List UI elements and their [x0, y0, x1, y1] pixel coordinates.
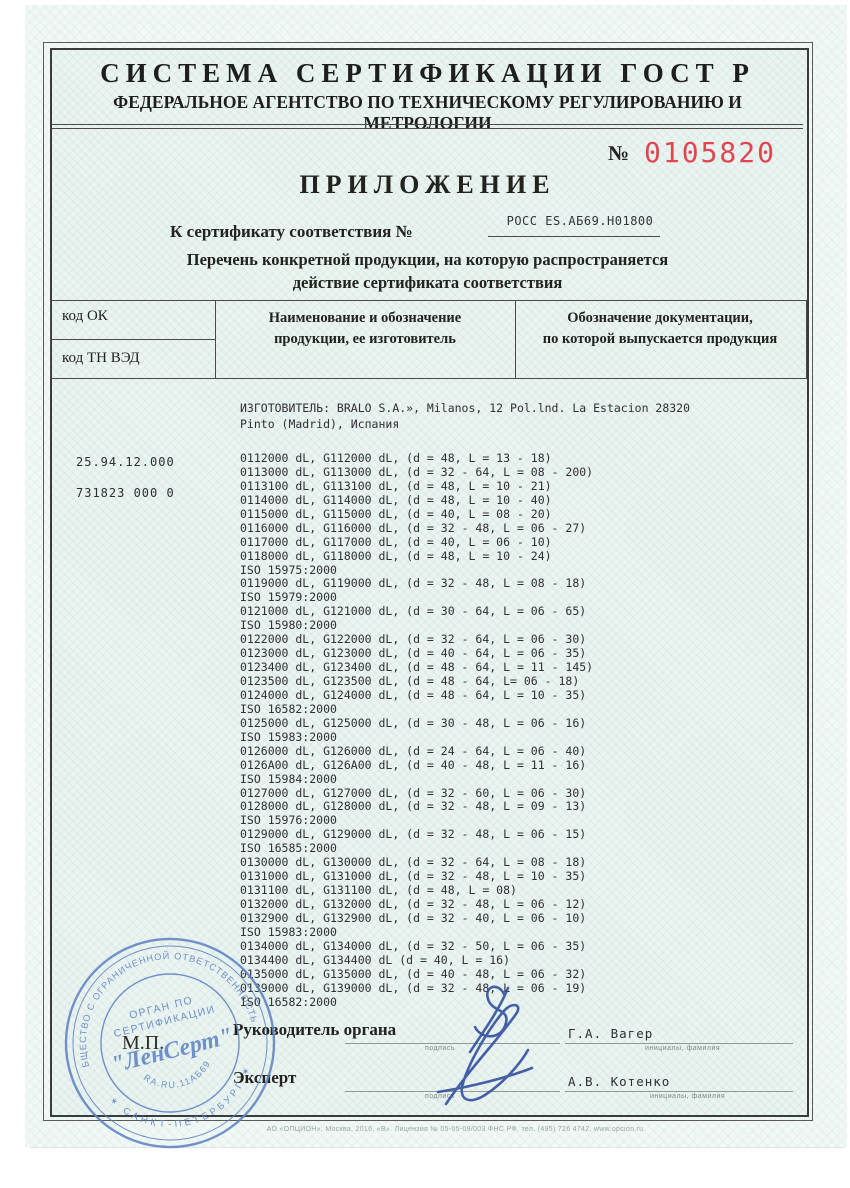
- header-cell-product-name-line1: Наименование и обозначение: [268, 310, 462, 326]
- product-line: 0131000 dL, G131000 dL, (d = 32 - 48, L …: [240, 869, 587, 884]
- product-line: 0134000 dL, G134000 dL, (d = 32 - 50, L …: [240, 938, 587, 953]
- name-caption-1: инициалы, фамилия: [645, 1045, 721, 1052]
- tnved-code-value: 731823 000 0: [76, 486, 175, 500]
- product-line: 0130000 dL, G130000 dL, (d = 32 - 64, L …: [240, 855, 587, 870]
- product-line: ISO 16582:2000: [240, 701, 337, 716]
- product-line: 0132000 dL, G132000 dL, (d = 32 - 48, L …: [240, 897, 587, 911]
- signature-stroke-3: [444, 1003, 530, 1106]
- product-line: 0135000 dL, G135000 dL, (d = 40 - 48, L …: [240, 966, 587, 981]
- product-line: 0134400 dL, G134400 dL (d = 40, L = 16): [240, 952, 511, 967]
- product-line: 0122000 dL, G122000 dL, (d = 32 - 64, L …: [240, 632, 587, 647]
- manufacturer-line1: ИЗГОТОВИТЕЛЬ: BRALO S.A.», Milanos, 12 P…: [240, 401, 691, 415]
- paper-edge-shadow: [30, 1147, 845, 1148]
- product-line: 0113000 dL, G113000 dL, (d = 32 - 64, L …: [240, 464, 594, 479]
- blank-number-sign: №: [608, 141, 630, 165]
- product-line: 0113100 dL, G113100 dL, (d = 48, L = 10 …: [240, 478, 552, 493]
- certificate-number-underline: [488, 236, 660, 237]
- signature-caption-2: подпись: [425, 1093, 455, 1100]
- header-cell-product-name-line2: продукции, ее изготовитель: [274, 331, 456, 347]
- print-house-footer: АО «ОПЦИОН», Москва, 2016, «В». Лицензия…: [266, 1126, 644, 1133]
- signature-line-1: [345, 1043, 560, 1044]
- product-line: 0114000 dL, G114000 dL, (d = 48, L = 10 …: [240, 492, 552, 507]
- signature-line-2: [345, 1091, 560, 1092]
- table-column-divider-1: [215, 300, 216, 378]
- table-code-row-divider: [50, 339, 215, 340]
- expert-label: Эксперт: [233, 1068, 297, 1087]
- stamp-outer-circle-2: [72, 945, 268, 1141]
- product-line: 0121000 dL, G121000 dL, (d = 30 - 64, L …: [240, 604, 587, 619]
- signature-caption-1: подпись: [425, 1045, 455, 1052]
- name-line-1: [565, 1043, 793, 1044]
- product-line: ISO 15976:2000: [240, 813, 337, 828]
- certificate-reference-label: К сертификату соответствия №: [170, 222, 413, 241]
- product-line: ISO 15980:2000: [240, 618, 337, 633]
- manufacturer-line2: Pinto (Madrid), Испания: [240, 417, 400, 431]
- signature-stroke-4: [436, 1066, 534, 1094]
- table-column-divider-2: [515, 300, 516, 378]
- product-line: 0127000 dL, G127000 dL, (d = 32 - 60, L …: [240, 785, 587, 800]
- signature-stroke-1: [473, 985, 508, 1038]
- product-line: ISO 15979:2000: [240, 590, 337, 605]
- product-line: 0123000 dL, G123000 dL, (d = 40 - 64, L …: [240, 646, 587, 661]
- product-line: ISO 15983:2000: [240, 729, 337, 744]
- certificate-number: РОСС ES.АБ69.Н01800: [506, 214, 654, 228]
- signature-ink: [436, 985, 534, 1106]
- product-line: 0118000 dL, G118000 dL, (d = 48, L = 10 …: [240, 548, 552, 563]
- product-line: 0125000 dL, G125000 dL, (d = 30 - 48, L …: [240, 715, 587, 730]
- header-separator-line2: [52, 128, 803, 129]
- header-cell-documentation-line1: Обозначение документации,: [567, 310, 753, 326]
- product-line: 0131100 dL, G131100 dL, (d = 48, L = 08): [240, 883, 517, 898]
- product-list: 0112000 dL, G112000 dL, (d = 48, L = 13 …: [240, 451, 800, 1010]
- header-cell-ok-code: код ОК: [62, 308, 108, 324]
- ok-code-value: 25.94.12.000: [76, 455, 175, 469]
- product-line: 0126A00 dL, G126A00 dL, (d = 40 - 48, L …: [240, 757, 587, 772]
- purpose-text-line1: Перечень конкретной продукции, на котору…: [186, 250, 669, 269]
- certificate-inner-border: [50, 48, 809, 1117]
- stamp-inner-circle: [100, 973, 240, 1113]
- appendix-title: ПРИЛОЖЕНИЕ: [299, 170, 556, 199]
- product-line: 0139000 dL, G139000 dL, (d = 32 - 48, L …: [240, 980, 587, 995]
- name-caption-2: инициалы, фамилия: [650, 1093, 726, 1100]
- manufacturer-info: ИЗГОТОВИТЕЛЬ: BRALO S.A.», Milanos, 12 P…: [240, 400, 800, 432]
- header-cell-tnved-code: код ТН ВЭД: [62, 350, 140, 366]
- header-separator-line: [52, 124, 803, 125]
- product-line: 0115000 dL, G115000 dL, (d = 40, L = 08 …: [240, 506, 552, 521]
- mp-seal-placeholder: М.П.: [122, 1032, 165, 1054]
- certificate-outer-border: [43, 42, 813, 1121]
- product-line: 0132900 dL, G132900 dL, (d = 32 - 40, L …: [240, 910, 587, 925]
- product-line: 0128000 dL, G128000 dL, (d = 32 - 48, L …: [240, 799, 587, 814]
- product-line: ISO 15975:2000: [240, 562, 337, 577]
- product-line: ISO 15983:2000: [240, 924, 337, 939]
- header-cell-documentation-line2: по которой выпускается продукция: [542, 331, 778, 347]
- name-line-2: [565, 1091, 793, 1092]
- product-line: 0129000 dL, G129000 dL, (d = 32 - 48, L …: [240, 827, 587, 842]
- blank-number-value: 0105820: [644, 136, 777, 169]
- product-line: 0119000 dL, G119000 dL, (d = 32 - 48, L …: [240, 576, 587, 591]
- product-line: ISO 15984:2000: [240, 771, 337, 786]
- product-line: ISO 16585:2000: [240, 841, 337, 856]
- product-line: 0124000 dL, G124000 dL, (d = 48 - 64, L …: [240, 687, 587, 702]
- product-line: 0126000 dL, G126000 dL, (d = 24 - 64, L …: [240, 743, 587, 758]
- expert-name: А.В. Котенко: [568, 1074, 671, 1089]
- product-line: 0123500 dL, G123500 dL, (d = 48 - 64, L=…: [240, 674, 580, 688]
- system-title: СИСТЕМА СЕРТИФИКАЦИИ ГОСТ Р: [100, 58, 755, 88]
- stamp-outer-circle: [64, 937, 276, 1149]
- purpose-text-line2: действие сертификата соответствия: [292, 273, 563, 292]
- product-line: 0123400 dL, G123400 dL, (d = 48 - 64, L …: [240, 660, 594, 675]
- signature-stroke-2: [468, 986, 510, 1054]
- product-line: 0117000 dL, G117000 dL, (d = 40, L = 06 …: [240, 534, 552, 549]
- product-line: 0112000 dL, G112000 dL, (d = 48, L = 13 …: [240, 451, 552, 465]
- product-line: 0116000 dL, G116000 dL, (d = 32 - 48, L …: [240, 520, 587, 535]
- head-of-body-name: Г.А. Вагер: [568, 1026, 654, 1041]
